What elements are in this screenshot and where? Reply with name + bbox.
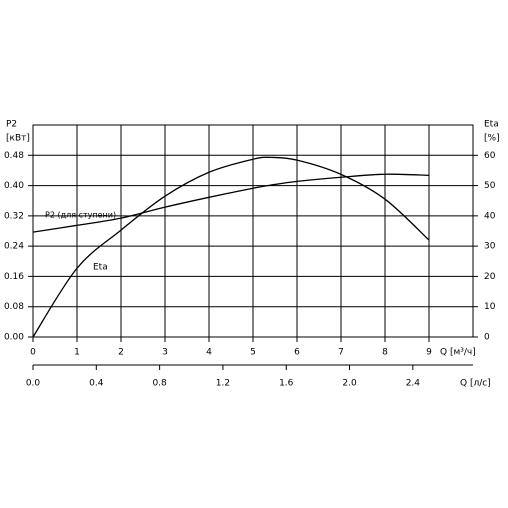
- x2-tick-label: 0.8: [152, 379, 167, 389]
- y2-axis-unit: [%]: [484, 134, 500, 144]
- y2-axis-label: Eta: [484, 120, 499, 130]
- series-label: P2 (для ступени): [45, 211, 116, 220]
- x-tick-label: 0: [30, 348, 36, 358]
- y-tick-label: 0.24: [4, 242, 24, 252]
- y-tick-label: 0.08: [4, 302, 24, 312]
- series-line: [32, 156, 430, 338]
- y2-tick-label: 50: [484, 181, 496, 191]
- x-tick-label: 4: [206, 348, 212, 358]
- x2-axis-label: Q [л/с]: [460, 379, 491, 389]
- y-tick-label: 0.00: [4, 333, 24, 343]
- x2-tick-label: 0.0: [26, 379, 41, 389]
- x-tick-label: 7: [338, 348, 344, 358]
- y2-tick-label: 0: [484, 333, 490, 343]
- x-axis-label: Q [м³/ч]: [440, 348, 476, 358]
- y2-tick-label: 10: [484, 302, 496, 312]
- y2-tick-label: 60: [484, 151, 496, 161]
- y2-tick-label: 20: [484, 272, 496, 282]
- x2-tick-label: 0.4: [89, 379, 104, 389]
- y-tick-label: 0.16: [4, 272, 24, 282]
- x2-tick-label: 2.4: [406, 379, 421, 389]
- x-tick-label: 2: [118, 348, 124, 358]
- x-tick-label: 9: [426, 348, 432, 358]
- x2-tick-label: 2.0: [342, 379, 357, 389]
- x2-tick-label: 1.6: [279, 379, 294, 389]
- y-tick-label: 0.32: [4, 211, 24, 221]
- y-tick-label: 0.48: [4, 151, 24, 161]
- y-tick-label: 0.40: [4, 181, 24, 191]
- y2-tick-label: 30: [484, 242, 496, 252]
- x-tick-label: 1: [74, 348, 80, 358]
- y-axis-label: P2: [6, 120, 17, 130]
- x2-tick-label: 1.2: [216, 379, 230, 389]
- y-axis-unit: [кВт]: [6, 134, 30, 144]
- x-tick-label: 5: [250, 348, 256, 358]
- series-line: [32, 173, 430, 233]
- x-tick-label: 3: [162, 348, 168, 358]
- series-label: Eta: [93, 263, 108, 273]
- x-tick-label: 8: [382, 348, 388, 358]
- y2-tick-label: 40: [484, 211, 496, 221]
- x-tick-label: 6: [294, 348, 300, 358]
